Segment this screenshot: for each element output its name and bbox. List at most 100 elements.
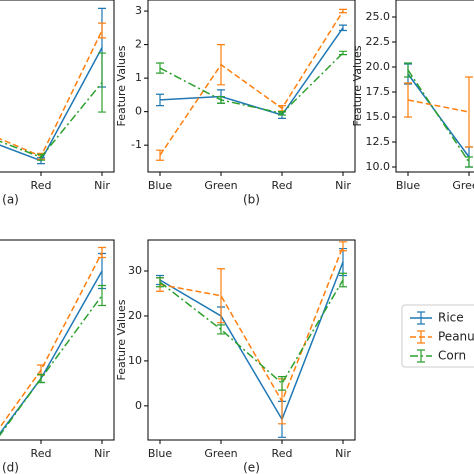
- y-axis-label: Feature Values: [351, 45, 364, 126]
- legend-errbar: [417, 330, 425, 344]
- series-line: [0, 30, 103, 158]
- series-line: [407, 69, 470, 163]
- error-bar: [37, 153, 45, 161]
- error-bar-line: [98, 246, 106, 259]
- axes-frame: [0, 239, 115, 441]
- error-bar: [98, 22, 106, 39]
- error-bar: [339, 272, 347, 288]
- error-bar-line: [339, 24, 347, 32]
- error-bar-line: [156, 93, 164, 107]
- error-bar: [465, 76, 473, 148]
- y-tick-label: 10: [128, 354, 142, 367]
- legend: Rice Peanut Corn: [401, 304, 474, 368]
- y-tick-label: 1: [135, 71, 142, 84]
- error-bar: [404, 82, 412, 118]
- error-bar-line: [339, 241, 347, 252]
- error-bar-line: [217, 95, 225, 104]
- error-bar: [339, 8, 347, 14]
- axes-frame: [0, 0, 115, 173]
- y-tick-label: 17.5: [366, 85, 391, 98]
- x-tick-label: Red: [272, 447, 293, 460]
- error-bar: [156, 277, 164, 288]
- y-tick-label: 20.0: [366, 60, 391, 73]
- panel-label: (e): [243, 461, 260, 474]
- error-bar: [465, 156, 473, 168]
- panel: Red Nir (d): [0, 239, 115, 474]
- x-tick-label: Red: [31, 179, 52, 192]
- legend-label: Peanut: [438, 330, 474, 344]
- series-line: [159, 10, 344, 156]
- error-bar-line: [465, 76, 473, 148]
- panel: Red Nir (a): [0, 0, 115, 207]
- x-tick-label: Nir: [94, 179, 110, 192]
- error-bar: [217, 95, 225, 104]
- panel: 0 10 20 30 Feature Values Blue Green Red Nir (e): [115, 239, 356, 474]
- y-tick-label: 0: [135, 399, 142, 412]
- error-bar-line: [156, 277, 164, 288]
- axes-frame: [395, 0, 474, 173]
- axes-frame: [147, 239, 356, 441]
- series-line: [159, 279, 344, 385]
- x-tick-label: Blue: [148, 179, 173, 192]
- plot-area: [0, 246, 106, 437]
- plot-area: [156, 8, 347, 161]
- series-line: [159, 27, 344, 116]
- x-tick-label: Blue: [148, 447, 173, 460]
- y-tick-label: 2: [135, 38, 142, 51]
- x-tick-label: Blue: [396, 179, 421, 192]
- y-tick-label: 25.0: [366, 10, 391, 23]
- error-bar: [217, 268, 225, 324]
- x-tick-label: Green: [204, 447, 237, 460]
- y-tick-label: 10.0: [366, 160, 391, 173]
- error-bar: [217, 43, 225, 86]
- error-bar-line: [217, 268, 225, 324]
- error-bar: [278, 111, 286, 116]
- error-bar: [37, 373, 45, 384]
- error-bar-line: [278, 111, 286, 116]
- y-tick-label: 0: [135, 105, 142, 118]
- error-bar-line: [404, 82, 412, 118]
- error-bar-line: [156, 149, 164, 161]
- error-bar-line: [217, 324, 225, 335]
- legend-label: Corn: [438, 349, 466, 363]
- y-axis-label: Feature Values: [115, 45, 128, 126]
- error-bar: [339, 24, 347, 32]
- y-tick-label: 3: [135, 4, 142, 17]
- y-tick-label: 30: [128, 264, 142, 277]
- error-bar-line: [98, 52, 106, 113]
- panel-label: (a): [2, 193, 19, 207]
- series-line: [0, 252, 103, 429]
- series-line: [159, 52, 344, 115]
- y-axis-label: Feature Values: [115, 299, 128, 380]
- y-tick-label: 20: [128, 309, 142, 322]
- error-bar: [98, 284, 106, 307]
- x-tick-label: Red: [31, 447, 52, 460]
- x-tick-label: Nir: [335, 447, 351, 460]
- error-bar-line: [156, 62, 164, 74]
- x-tick-label: Green: [452, 179, 474, 192]
- series-line: [407, 99, 470, 113]
- panel-label: (b): [243, 193, 260, 207]
- axes-frame: [147, 0, 356, 173]
- error-bar-line: [339, 50, 347, 56]
- x-tick-label: Green: [204, 179, 237, 192]
- error-bar: [339, 50, 347, 56]
- error-bar: [339, 241, 347, 252]
- series-line: [0, 270, 103, 435]
- series-line: [0, 295, 103, 437]
- error-bar: [156, 62, 164, 74]
- y-tick-label: 15.0: [366, 110, 391, 123]
- legend-label: Rice: [438, 311, 464, 325]
- error-bar: [156, 149, 164, 161]
- x-tick-label: Nir: [335, 179, 351, 192]
- error-bar-line: [98, 284, 106, 307]
- error-bar: [217, 324, 225, 335]
- series-line: [159, 261, 344, 422]
- error-bar: [278, 376, 286, 391]
- error-bar: [98, 246, 106, 259]
- plot-area: [156, 241, 347, 438]
- legend-frame: [401, 304, 474, 368]
- error-bar-line: [37, 153, 45, 161]
- error-bar: [404, 62, 412, 78]
